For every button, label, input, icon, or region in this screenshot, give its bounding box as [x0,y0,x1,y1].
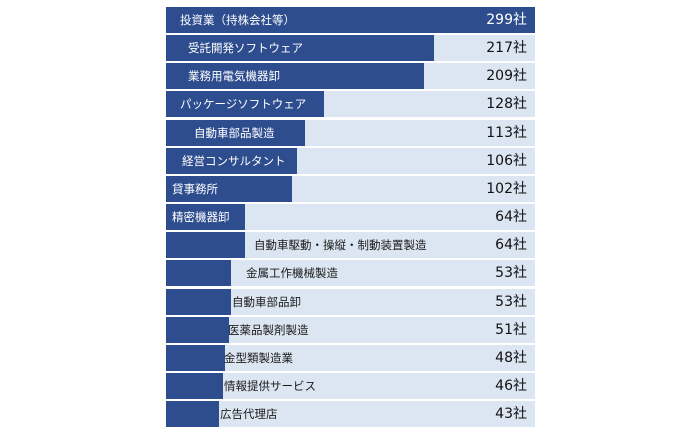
value-label: 209社 [486,68,527,85]
value-label: 113社 [486,124,527,141]
category-label-11: 医薬品製剤製造 [228,322,309,337]
bar [166,260,231,287]
category-label-4: 自動車部品製造 [194,125,275,140]
bar-row: 受託開発ソフトウェア 217社 [166,35,535,62]
bar [166,63,424,90]
bar [166,35,434,62]
bar-row: 情報提供サービス 46社 [166,372,535,399]
value-label: 48社 [495,349,527,366]
bar [166,288,231,315]
bar-row: 自動車部品製造 113社 [166,119,535,146]
bar-row: 自動車駆動・操縦・制動装置製造 64社 [166,232,535,259]
bar-row: 経営コンサルタント 106社 [166,147,535,174]
value-label: 64社 [495,237,527,254]
category-label-13: 情報提供サービス [224,378,316,393]
value-label: 299社 [486,12,527,28]
category-label-5: 経営コンサルタント [182,153,286,168]
bar [166,401,219,428]
category-label-10: 自動車部品卸 [232,294,301,309]
bar-row: 貸事務所 102社 [166,175,535,202]
bar-row: 自動車部品卸 53社 [166,288,535,315]
category-label-0: 投資業（持株会社等） [180,13,295,27]
value-label: 217社 [486,40,527,57]
category-label-7: 精密機器卸 [172,210,230,225]
bar [166,204,245,231]
bar-row: 医薬品製剤製造 51社 [166,316,535,343]
bar [166,119,305,146]
bar-row: 精密機器卸 64社 [166,204,535,231]
bar [166,7,535,33]
category-label-12: 金型類製造業 [224,350,293,365]
bar-row: 広告代理店 43社 [166,401,535,428]
category-label-6: 貸事務所 [172,181,218,196]
bar-row: 金型類製造業 48社 [166,344,535,371]
bar-row: 業務用電気機器卸 209社 [166,63,535,90]
bar [166,372,223,399]
value-label: 64社 [495,209,527,226]
bar [166,147,297,174]
value-label: 46社 [495,377,527,394]
category-label-3: パッケージソフトウェア [180,97,307,112]
bar [166,316,229,343]
bar [166,175,292,202]
category-label-2: 業務用電気機器卸 [188,69,280,84]
bar [166,91,324,118]
category-label-14: 広告代理店 [220,407,278,422]
category-label-8: 自動車駆動・操縦・制動装置製造 [254,238,427,253]
bar [166,344,225,371]
value-label: 102社 [486,180,527,197]
bar-row: パッケージソフトウェア 128社 [166,91,535,118]
category-label-9: 金属工作機械製造 [246,266,338,281]
value-label: 43社 [495,406,527,423]
category-label-1: 受託開発ソフトウェア [188,41,303,56]
bar-row: 金属工作機械製造 53社 [166,260,535,287]
bar [166,232,245,259]
value-label: 128社 [486,96,527,113]
value-label: 106社 [486,152,527,169]
value-label: 53社 [495,293,527,310]
bar-row: 投資業（持株会社等） 299社 [166,7,535,33]
value-label: 53社 [495,265,527,282]
value-label: 51社 [495,321,527,338]
